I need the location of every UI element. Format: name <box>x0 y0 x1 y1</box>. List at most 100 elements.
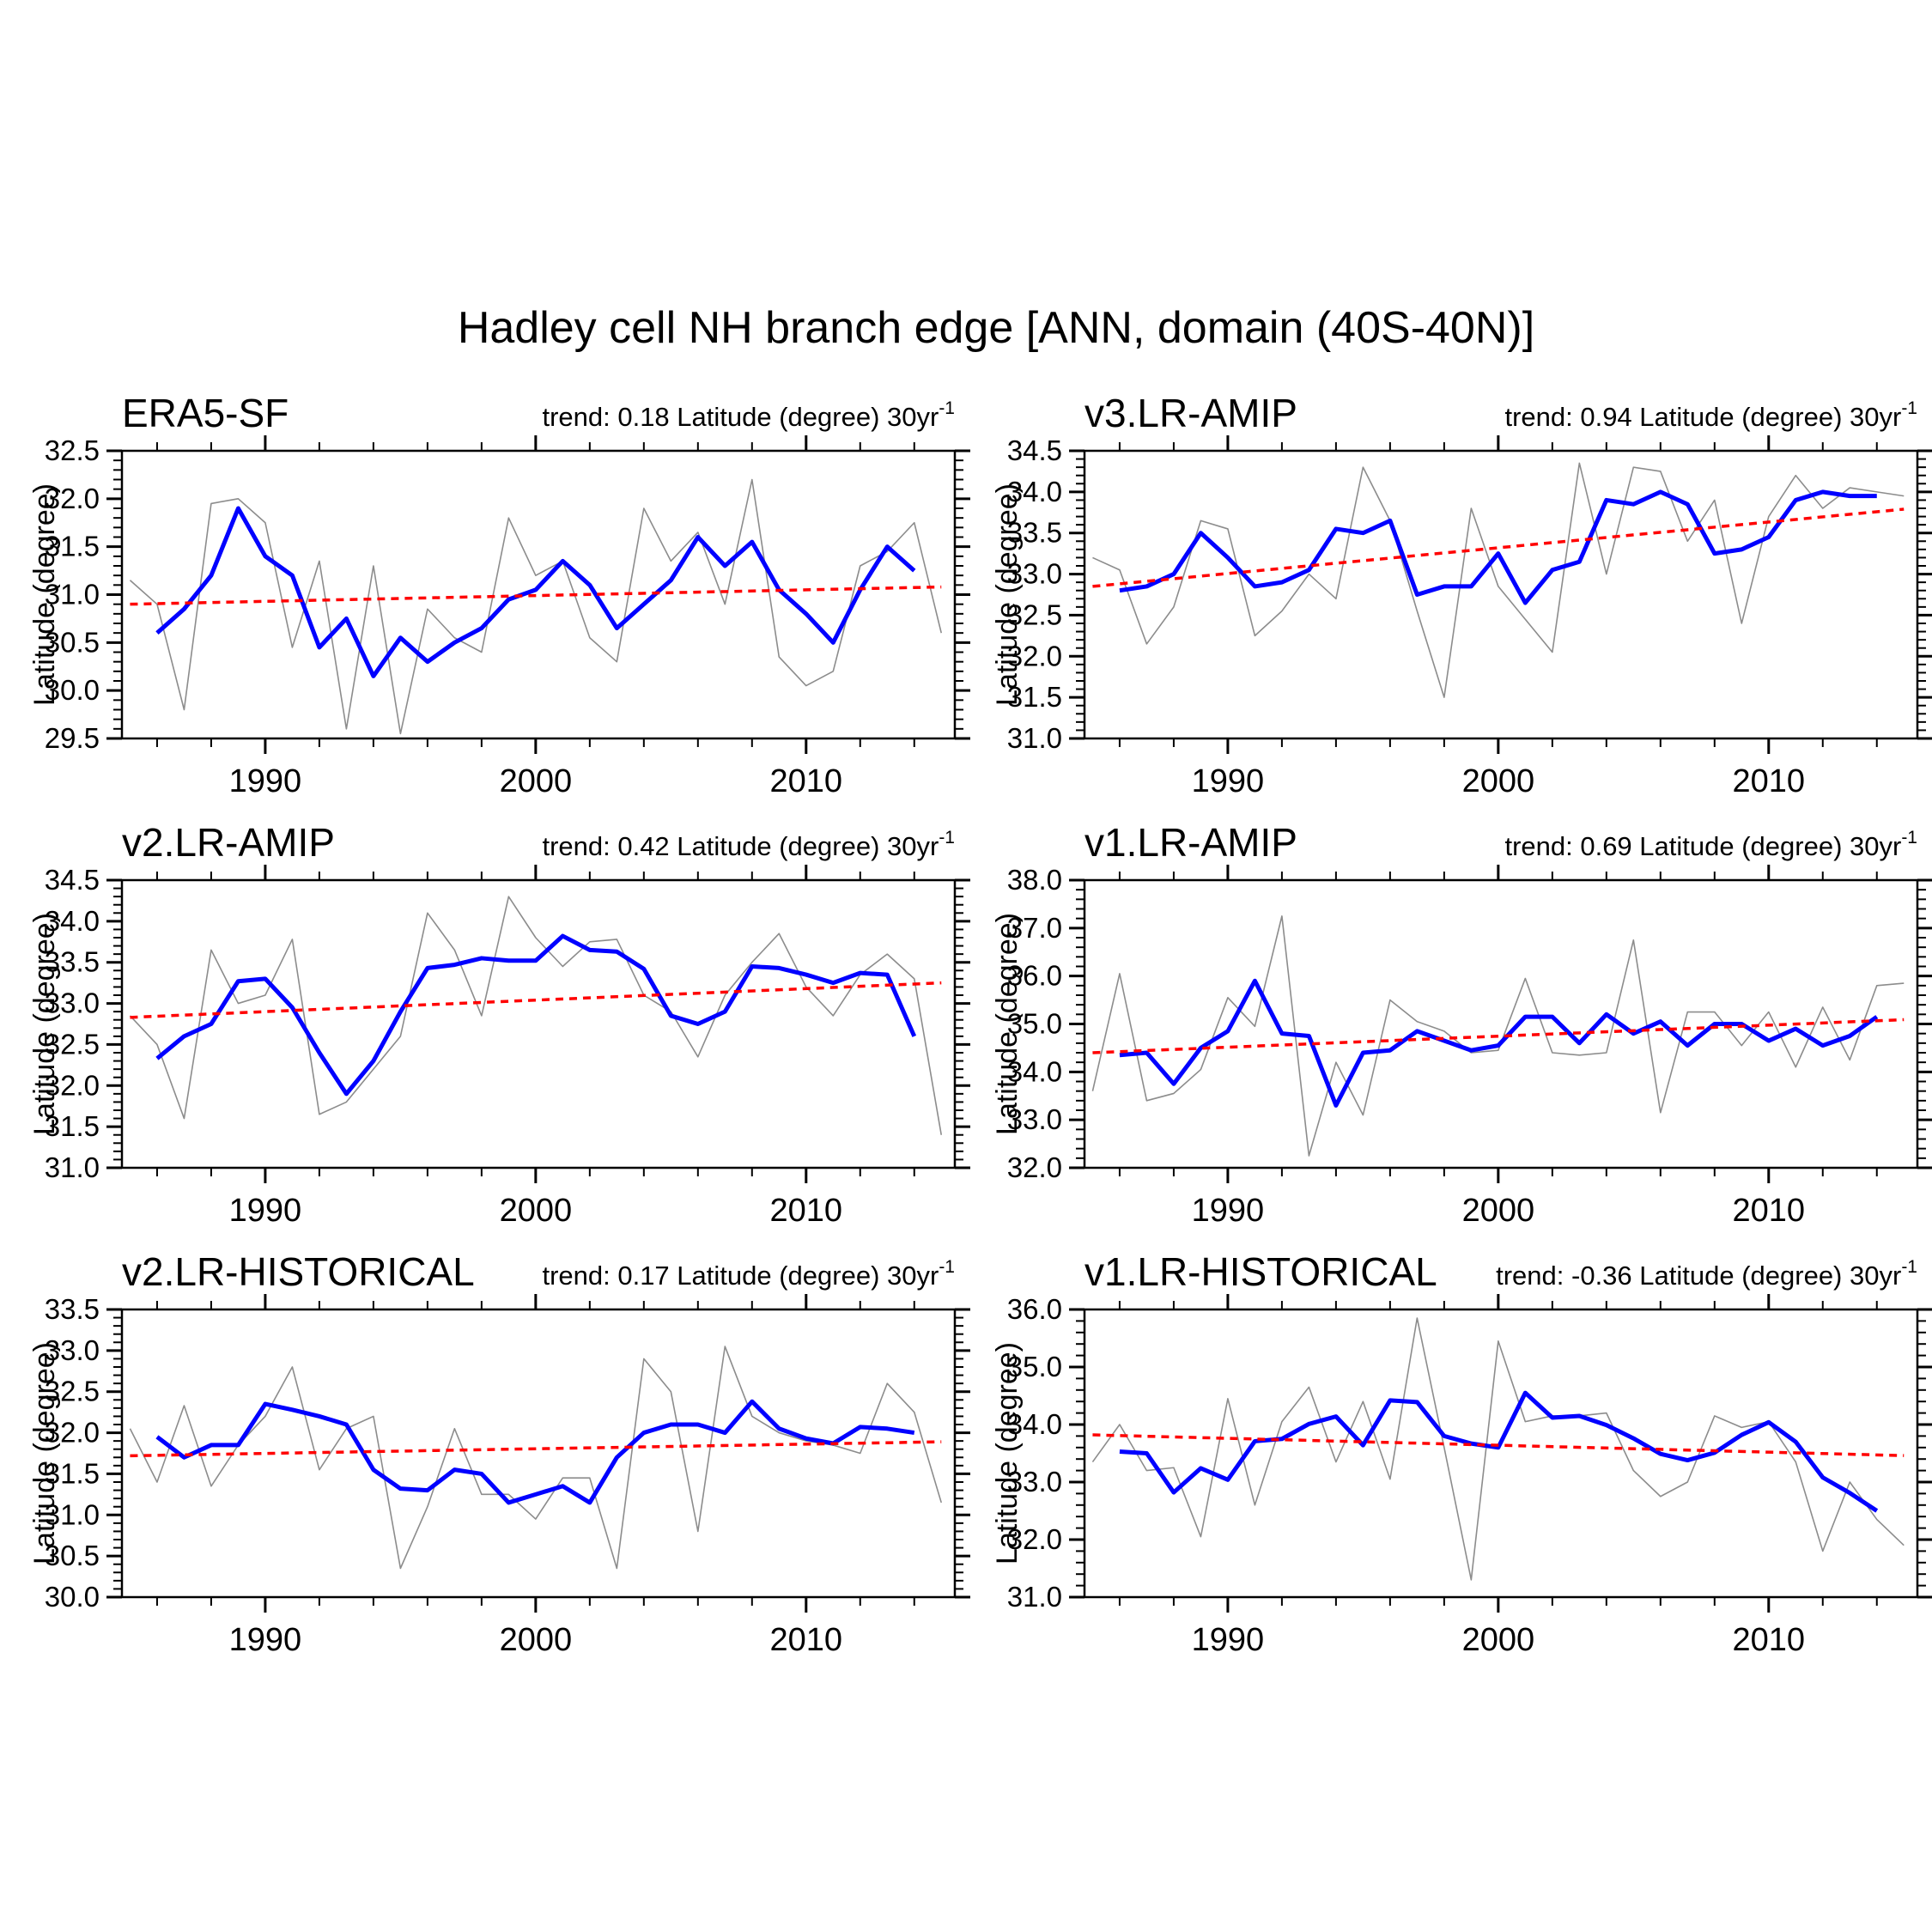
x-tick-label: 2000 <box>1462 1193 1535 1229</box>
y-tick-label: 32.0 <box>1007 1523 1062 1555</box>
axis-labels: 1990 2000 2010 32.0 33.0 34.0 35.0 36.0 37.0 38.0… <box>994 864 1805 1229</box>
series-smoothed-line <box>1119 489 1877 605</box>
trend-annotation: trend: 0.17 Latitude (degree) 30yr-1 <box>542 1257 955 1291</box>
trend-superscript: -1 <box>939 828 955 848</box>
y-tick-label: 34.5 <box>1007 434 1062 466</box>
axis-labels: 1990 2000 2010 29.5 30.0 30.5 31.0 31.5 32.0 32.5… <box>32 434 842 799</box>
plot-frame <box>120 1308 957 1599</box>
y-tick-label: 33.0 <box>45 1334 100 1366</box>
y-tick-label: 32.0 <box>45 483 100 514</box>
y-tick-label: 35.0 <box>1007 1351 1062 1382</box>
axes <box>1069 865 1932 1183</box>
y-tick-label: 30.5 <box>45 1540 100 1571</box>
panel-title: v1.LR-AMIP <box>1084 820 1297 865</box>
x-tick-label: 2000 <box>500 1622 573 1658</box>
axis-labels: 1990 2000 2010 31.0 31.5 32.0 32.5 33.0 33.5 34.0… <box>32 864 842 1229</box>
series-smoothed-line <box>1119 978 1879 1108</box>
trend-text: trend: 0.17 Latitude (degree) 30yr <box>542 1261 939 1291</box>
y-tick-label: 30.5 <box>45 626 100 658</box>
panel-era5-sf: 1990 2000 2010 29.5 30.0 30.5 31.0 31.5 32.0 32.5… <box>32 378 981 807</box>
trend-annotation: trend: 0.69 Latitude (degree) 30yr-1 <box>1504 828 1917 862</box>
y-tick-label: 36.0 <box>1007 960 1062 992</box>
panel-v2-lr-historical: 1990 2000 2010 30.0 30.5 31.0 31.5 32.0 32.5 33.0… <box>32 1236 981 1666</box>
y-tick-label: 35.0 <box>1007 1008 1062 1040</box>
series-trend-line <box>1092 507 1905 588</box>
trend-superscript: -1 <box>939 1257 955 1277</box>
axis-labels: 1990 2000 2010 31.0 32.0 33.0 34.0 35.0 36.0 Lati… <box>994 1293 1805 1658</box>
y-tick-label: 33.0 <box>1007 1103 1062 1135</box>
axes <box>106 1294 970 1613</box>
series-annual-line <box>129 478 943 735</box>
y-tick-label: 31.0 <box>1007 722 1062 754</box>
series-trend-line <box>1092 1433 1905 1457</box>
figure-title: Hadley cell NH branch edge [ANN, domain … <box>457 303 1535 353</box>
chart-canvas-v2-lr-historical: 1990 2000 2010 30.0 30.5 31.0 31.5 32.0 32.5 33.0… <box>32 1293 970 1658</box>
plot-frame <box>120 449 957 740</box>
trend-text: trend: 0.94 Latitude (degree) 30yr <box>1504 402 1902 432</box>
axes <box>1069 1294 1932 1613</box>
series-smoothed-line <box>155 506 916 678</box>
panel-title: v2.LR-AMIP <box>122 820 335 865</box>
panel-v2-lr-amip: 1990 2000 2010 31.0 31.5 32.0 32.5 33.0 33.5 34.0… <box>32 807 981 1236</box>
chart-canvas-era5-sf: 1990 2000 2010 29.5 30.0 30.5 31.0 31.5 32.0 32.5… <box>32 434 970 799</box>
y-tick-label: 32.5 <box>45 1376 100 1407</box>
y-tick-label: 31.5 <box>45 531 100 562</box>
series-smoothed-line <box>1119 1390 1879 1513</box>
x-tick-label: 1990 <box>229 1193 302 1229</box>
y-tick-label: 32.0 <box>45 1417 100 1449</box>
series-smoothed-line <box>155 1399 915 1505</box>
trend-text: trend: 0.42 Latitude (degree) 30yr <box>542 831 939 861</box>
chart-canvas-v2-lr-amip: 1990 2000 2010 31.0 31.5 32.0 32.5 33.0 33.5 34.0… <box>32 864 970 1229</box>
y-tick-label: 32.5 <box>45 1028 100 1060</box>
x-tick-label: 2000 <box>500 763 573 799</box>
y-axis-title: Latitude (degree) <box>32 913 61 1135</box>
x-tick-label: 2010 <box>1733 1622 1806 1658</box>
panel-v3-lr-amip: 1990 2000 2010 31.0 31.5 32.0 32.5 33.0 33.5 34.0… <box>994 378 1932 807</box>
y-tick-label: 31.0 <box>1007 1581 1062 1613</box>
panel-title: v3.LR-AMIP <box>1084 391 1297 435</box>
y-tick-label: 33.0 <box>45 987 100 1019</box>
trend-superscript: -1 <box>939 398 955 418</box>
y-axis-title: Latitude (degree) <box>32 483 61 706</box>
chart-canvas-v3-lr-amip: 1990 2000 2010 31.0 31.5 32.0 32.5 33.0 33.5 34.0… <box>994 434 1932 799</box>
series-annual-line <box>1091 915 1905 1157</box>
y-tick-label: 30.0 <box>45 674 100 706</box>
y-tick-label: 32.5 <box>45 434 100 466</box>
x-tick-label: 2000 <box>1462 763 1535 799</box>
panel-title: v1.LR-HISTORICAL <box>1084 1249 1437 1294</box>
trend-annotation: trend: 0.18 Latitude (degree) 30yr-1 <box>542 398 955 433</box>
y-axis-title: Latitude (degree) <box>994 1342 1024 1564</box>
series-annual-line <box>1092 462 1905 698</box>
series-annual-line <box>129 896 943 1135</box>
axis-labels: 1990 2000 2010 30.0 30.5 31.0 31.5 32.0 32.5 33.0… <box>32 1293 842 1658</box>
panel-v1-lr-amip: 1990 2000 2010 32.0 33.0 34.0 35.0 36.0 37.0 38.0… <box>994 807 1932 1236</box>
y-tick-label: 34.0 <box>1007 1408 1062 1440</box>
x-tick-label: 1990 <box>1192 1193 1265 1229</box>
y-tick-label: 33.5 <box>45 946 100 978</box>
y-tick-label: 31.5 <box>45 1457 100 1489</box>
trend-superscript: -1 <box>1901 1257 1917 1277</box>
x-tick-label: 2010 <box>770 763 843 799</box>
series-trend-line <box>130 981 942 1019</box>
x-tick-label: 2000 <box>500 1193 573 1229</box>
trend-text: trend: 0.69 Latitude (degree) 30yr <box>1504 831 1902 861</box>
y-axis-title: Latitude (degree) <box>994 483 1024 706</box>
y-tick-label: 32.5 <box>1007 598 1062 630</box>
plot-frame <box>1083 449 1919 740</box>
y-tick-label: 34.0 <box>1007 476 1062 507</box>
x-tick-label: 2000 <box>1462 1622 1535 1658</box>
y-tick-label: 32.0 <box>45 1069 100 1101</box>
y-axis-title: Latitude (degree) <box>994 913 1024 1135</box>
plot-frame <box>120 878 957 1170</box>
trend-annotation: trend: 0.94 Latitude (degree) 30yr-1 <box>1504 398 1917 433</box>
x-tick-label: 1990 <box>229 763 302 799</box>
chart-canvas-v1-lr-amip: 1990 2000 2010 32.0 33.0 34.0 35.0 36.0 37.0 38.0… <box>994 864 1932 1229</box>
trend-superscript: -1 <box>1901 828 1917 848</box>
trend-text: trend: 0.18 Latitude (degree) 30yr <box>542 402 939 432</box>
y-tick-label: 29.5 <box>45 722 100 754</box>
series-smoothed-line <box>155 933 917 1097</box>
y-tick-label: 33.5 <box>45 1293 100 1325</box>
x-tick-label: 1990 <box>1192 1622 1265 1658</box>
x-tick-label: 1990 <box>1192 763 1265 799</box>
